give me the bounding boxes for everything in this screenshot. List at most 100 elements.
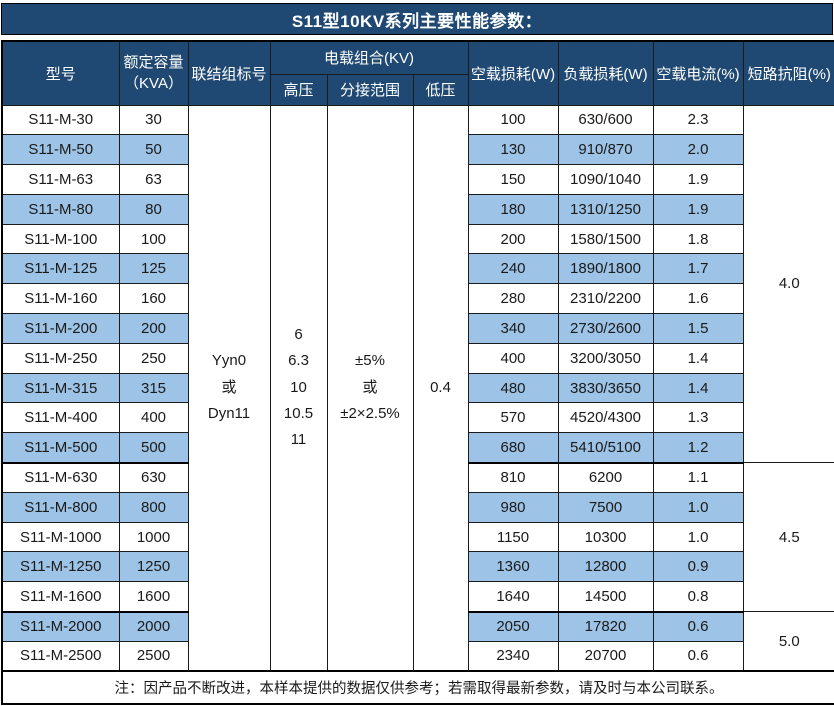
model-cell: S11-M-30 bbox=[1, 104, 120, 136]
col-header-no-load-loss: 空载损耗(W) bbox=[467, 40, 559, 106]
capacity-cell: 160 bbox=[118, 283, 189, 315]
spec-table: 型号 额定容量 （KVA） 联结组标号 电载组合(KV) 空载损耗(W) 负载损… bbox=[1, 40, 834, 706]
table-body: S11-M-30 30 Yyn0 或 Dyn11 6 6.3 10 10.5 1… bbox=[1, 104, 834, 672]
load-loss-cell: 2730/2600 bbox=[557, 313, 654, 344]
load-loss-cell: 10300 bbox=[557, 521, 654, 553]
model-cell: S11-M-630 bbox=[1, 462, 120, 493]
impedance-cell: 4.5 bbox=[742, 462, 834, 613]
col-header-impedance: 短路抗阻(%) bbox=[742, 40, 834, 106]
table-row: S11-M-1000 1000 1150 10300 1.0 bbox=[1, 521, 834, 553]
model-cell: S11-M-2000 bbox=[1, 611, 120, 642]
col-header-load-loss: 负载损耗(W) bbox=[557, 40, 654, 106]
model-cell: S11-M-1600 bbox=[1, 581, 120, 613]
table-footer: 注：因产品不断改进，本样本提供的数据仅供参考；若需取得最新参数，请及时与本公司联… bbox=[1, 670, 834, 705]
table-row: S11-M-2500 2500 2340 20700 0.6 bbox=[1, 640, 834, 672]
col-header-capacity: 额定容量 （KVA） bbox=[118, 40, 189, 106]
no-load-current-cell: 1.6 bbox=[652, 283, 744, 315]
no-load-loss-cell: 180 bbox=[467, 193, 559, 225]
no-load-loss-cell: 810 bbox=[467, 462, 559, 493]
model-cell: S11-M-315 bbox=[1, 372, 120, 404]
load-loss-cell: 1090/1040 bbox=[557, 164, 654, 195]
no-load-current-cell: 1.3 bbox=[652, 402, 744, 434]
no-load-loss-cell: 2050 bbox=[467, 611, 559, 642]
vector-group-cell: Yyn0 或 Dyn11 bbox=[187, 104, 271, 672]
capacity-cell: 1000 bbox=[118, 521, 189, 553]
load-loss-cell: 3200/3050 bbox=[557, 342, 654, 374]
model-cell: S11-M-125 bbox=[1, 253, 120, 285]
capacity-cell: 800 bbox=[118, 491, 189, 523]
load-loss-cell: 4520/4300 bbox=[557, 402, 654, 434]
no-load-loss-cell: 680 bbox=[467, 432, 559, 464]
table-row: S11-M-200 200 340 2730/2600 1.5 bbox=[1, 313, 834, 344]
capacity-cell: 200 bbox=[118, 313, 189, 344]
model-cell: S11-M-200 bbox=[1, 313, 120, 344]
load-loss-cell: 1580/1500 bbox=[557, 223, 654, 255]
capacity-cell: 50 bbox=[118, 134, 189, 166]
no-load-current-cell: 1.2 bbox=[652, 432, 744, 464]
no-load-current-cell: 1.1 bbox=[652, 462, 744, 493]
impedance-cell: 5.0 bbox=[742, 611, 834, 672]
no-load-current-cell: 1.5 bbox=[652, 313, 744, 344]
no-load-current-cell: 1.7 bbox=[652, 253, 744, 285]
capacity-cell: 30 bbox=[118, 104, 189, 136]
col-header-voltage-combo: 电载组合(KV) bbox=[269, 40, 469, 75]
col-header-tap-range: 分接范围 bbox=[326, 73, 414, 106]
model-cell: S11-M-500 bbox=[1, 432, 120, 464]
col-header-lv: 低压 bbox=[412, 73, 469, 106]
capacity-cell: 250 bbox=[118, 342, 189, 374]
page-title: S11型10KV系列主要性能参数： bbox=[1, 3, 833, 35]
no-load-loss-cell: 400 bbox=[467, 342, 559, 374]
capacity-cell: 400 bbox=[118, 402, 189, 434]
load-loss-cell: 1890/1800 bbox=[557, 253, 654, 285]
load-loss-cell: 20700 bbox=[557, 640, 654, 672]
table-row: S11-M-80 80 180 1310/1250 1.9 bbox=[1, 193, 834, 225]
capacity-cell: 500 bbox=[118, 432, 189, 464]
model-cell: S11-M-50 bbox=[1, 134, 120, 166]
impedance-cell: 4.0 bbox=[742, 104, 834, 464]
capacity-cell: 2500 bbox=[118, 640, 189, 672]
load-loss-cell: 5410/5100 bbox=[557, 432, 654, 464]
model-cell: S11-M-2500 bbox=[1, 640, 120, 672]
load-loss-cell: 1310/1250 bbox=[557, 193, 654, 225]
no-load-loss-cell: 570 bbox=[467, 402, 559, 434]
no-load-current-cell: 1.0 bbox=[652, 491, 744, 523]
col-header-model: 型号 bbox=[1, 40, 120, 106]
no-load-current-cell: 0.8 bbox=[652, 581, 744, 613]
no-load-loss-cell: 100 bbox=[467, 104, 559, 136]
no-load-loss-cell: 150 bbox=[467, 164, 559, 195]
no-load-current-cell: 0.9 bbox=[652, 551, 744, 583]
no-load-loss-cell: 200 bbox=[467, 223, 559, 255]
no-load-current-cell: 0.6 bbox=[652, 611, 744, 642]
no-load-loss-cell: 1640 bbox=[467, 581, 559, 613]
capacity-cell: 80 bbox=[118, 193, 189, 225]
load-loss-cell: 6200 bbox=[557, 462, 654, 493]
lv-cell: 0.4 bbox=[412, 104, 469, 672]
table-row: S11-M-250 250 400 3200/3050 1.4 bbox=[1, 342, 834, 374]
no-load-current-cell: 0.6 bbox=[652, 640, 744, 672]
table-row: S11-M-2000 2000 2050 17820 0.6 5.0 bbox=[1, 611, 834, 672]
no-load-current-cell: 1.8 bbox=[652, 223, 744, 255]
load-loss-cell: 17820 bbox=[557, 611, 654, 642]
capacity-cell: 315 bbox=[118, 372, 189, 404]
tap-range-cell: ±5% 或 ±2×2.5% bbox=[326, 104, 414, 672]
table-row: S11-M-50 50 130 910/870 2.0 bbox=[1, 134, 834, 166]
capacity-cell: 630 bbox=[118, 462, 189, 493]
load-loss-cell: 14500 bbox=[557, 581, 654, 613]
capacity-cell: 100 bbox=[118, 223, 189, 255]
model-cell: S11-M-100 bbox=[1, 223, 120, 255]
no-load-current-cell: 2.0 bbox=[652, 134, 744, 166]
model-cell: S11-M-160 bbox=[1, 283, 120, 315]
load-loss-cell: 2310/2200 bbox=[557, 283, 654, 315]
col-header-no-load-current: 空载电流(%) bbox=[652, 40, 744, 106]
no-load-loss-cell: 980 bbox=[467, 491, 559, 523]
footer-note: 注：因产品不断改进，本样本提供的数据仅供参考；若需取得最新参数，请及时与本公司联… bbox=[1, 670, 834, 705]
no-load-loss-cell: 1360 bbox=[467, 551, 559, 583]
table-row: S11-M-1600 1600 1640 14500 0.8 bbox=[1, 581, 834, 613]
no-load-loss-cell: 480 bbox=[467, 372, 559, 404]
table-row: S11-M-500 500 680 5410/5100 1.2 bbox=[1, 432, 834, 464]
no-load-loss-cell: 280 bbox=[467, 283, 559, 315]
no-load-loss-cell: 340 bbox=[467, 313, 559, 344]
capacity-cell: 2000 bbox=[118, 611, 189, 642]
table-row: S11-M-100 100 200 1580/1500 1.8 bbox=[1, 223, 834, 255]
table-row: S11-M-160 160 280 2310/2200 1.6 bbox=[1, 283, 834, 315]
